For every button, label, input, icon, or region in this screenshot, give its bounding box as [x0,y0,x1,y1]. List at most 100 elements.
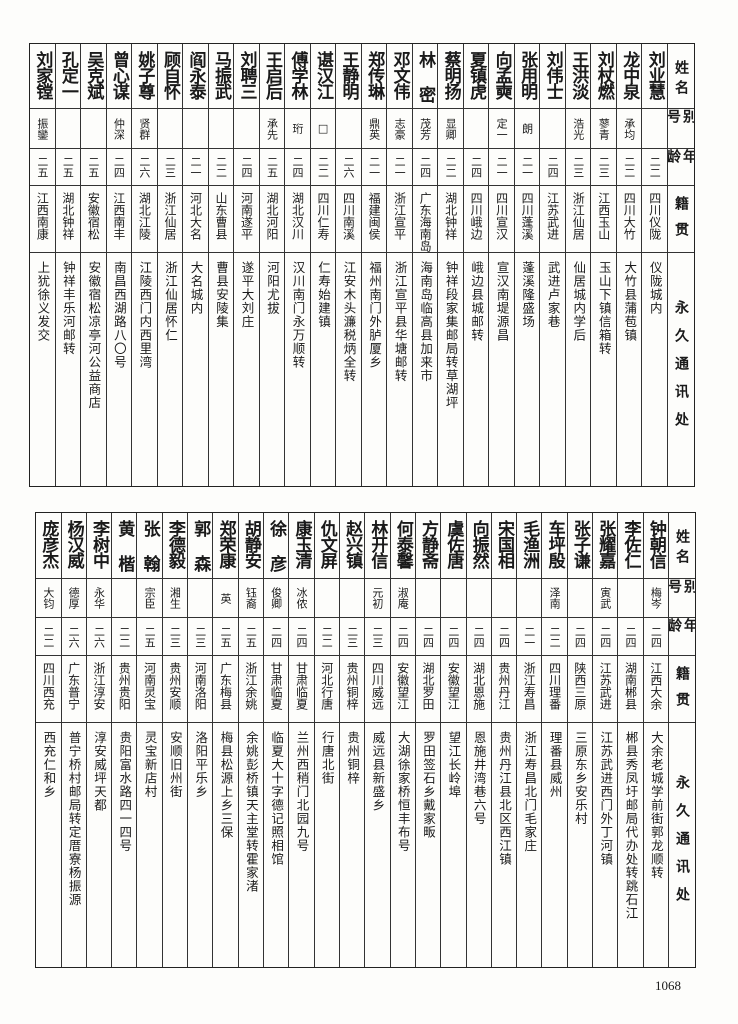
origin-text: 贵州丹江 [496,662,511,710]
address-cell: 贵阳富水路四一四号 [112,723,136,967]
age-text: 二三 [370,625,384,648]
header-name-cell: 姓名 [669,513,695,579]
origin-cell: 浙江仙居 [565,186,591,253]
name-cell: 仇文屏 [314,513,339,579]
person-column: 赵兴镇 二三 贵州铜梓 贵州铜梓 [338,513,365,967]
name-text: 林 密 [415,51,436,102]
name-cell: 蔡明扬 [438,44,463,109]
age-text: 二六 [342,156,356,178]
address-text: 浙江寿昌北门毛家庄 [522,731,538,853]
name-text: 林开信 [367,520,388,568]
name-cell: 顾自怀 [157,44,183,109]
address-text: 贵州铜梓 [345,731,361,785]
age-cell: 二四 [567,618,593,656]
address-cell: 蓬溪隆盛场 [515,253,540,486]
age-cell: 二三 [565,149,591,186]
origin-cell: 广东普宁 [61,656,86,723]
age-text: 二四 [472,625,486,648]
address-cell: 仪陇城内 [642,253,667,486]
name-cell: 向振然 [466,513,491,579]
origin-cell: 江苏武进 [593,656,618,723]
origin-text: 浙江宣平 [392,192,407,240]
header-address-cell: 永久通讯处 [668,253,694,486]
address-cell: 洛阳平乐乡 [188,723,212,967]
person-column: 徐 彦俊卿 二四 甘肃临夏 临夏大十字德记照相馆 [263,513,289,967]
age-cell: 二三 [365,618,390,656]
alias-cell: 大钧 [36,579,61,618]
alias-text: 冰侬 [294,587,308,609]
address-cell: 罗田签石乡戴家畈 [416,723,440,967]
alias-cell: 显卿 [438,109,463,149]
alias-text: 泽南 [548,587,562,609]
age-cell: 二二 [310,149,336,186]
origin-cell: 河北大名 [183,186,208,253]
origin-cell: 广东梅县 [213,656,238,723]
address-text: 遂平大刘庄 [239,261,255,329]
age-text: 二三 [168,625,182,648]
alias-text: 德厚 [67,587,81,609]
header-age-text: 年龄 [669,618,695,638]
age-cell: 二二 [36,618,61,656]
alias-cell [234,109,259,149]
origin-text: 四川蓬溪 [520,192,535,240]
origin-cell: 浙江仙居 [157,186,183,253]
alias-text: 宗臣 [143,587,157,609]
alias-cell: 珩 [285,109,310,149]
header-name-text: 姓名 [673,59,689,100]
name-text: 李德毅 [164,520,185,568]
address-cell: 威远县新盛乡 [365,723,389,967]
age-cell: 二三 [188,618,213,656]
age-cell: 二六 [61,618,86,656]
name-cell: 郑传琳 [361,44,387,109]
name-text: 马振武 [210,51,231,99]
name-cell: 林 密 [412,44,438,109]
person-column: 胡静安 钰裔 二五 浙江余姚 余姚彭桥镇天主堂转霍家渚 [237,513,263,967]
name-text: 胡静安 [240,520,261,568]
name-text: 阎永泰 [185,51,206,99]
age-cell: 二六 [86,618,112,656]
origin-cell: 福建闽侯 [361,186,387,253]
alias-text: 俊卿 [269,587,283,609]
origin-text: 四川威远 [370,662,385,710]
name-text: 宋国相 [493,520,514,568]
address-cell: 兰州西稍门北园九号 [289,723,313,967]
origin-cell: 贵州安顺 [162,656,188,723]
alias-cell: 英 [213,579,238,618]
alias-text: 茂芳 [418,117,432,140]
name-cell: 赵兴镇 [339,513,365,579]
name-cell: 何泰馨 [390,513,415,579]
person-column: 刘杖燃 蓼青 二三 江西玉山 玉山下镇信箱转 [590,44,616,486]
age-text: 二二 [320,625,334,648]
age-cell: 二五 [81,149,106,186]
address-text: 浙江仙居怀仁 [162,261,178,342]
age-cell: 二二 [112,618,137,656]
header-name-text: 姓名 [674,529,690,569]
origin-text: 广东普宁 [66,662,81,710]
alias-cell: 俊卿 [264,579,289,618]
header-origin-text: 籍贯 [674,666,690,718]
alias-cell: 承先 [259,109,285,149]
person-column: 刘业慧 二二 四川仪陇 仪陇城内 [641,44,667,486]
origin-cell: 浙江宣平 [387,186,412,253]
origin-text: 湖北钟祥 [443,192,458,240]
alias-cell: 宗臣 [137,579,162,618]
name-text: 龙中泉 [619,51,640,99]
address-text: 大名城内 [188,261,204,315]
age-text: 二四 [418,156,432,178]
name-cell: 钟朝信 [643,513,668,579]
name-text: 顾自怀 [159,51,180,99]
person-column: 郑荣康英二五 广东梅县 梅县松源上乡三保 [212,513,238,967]
origin-text: 浙江仙居 [571,192,586,240]
address-text: 仙居城内学后 [571,261,587,342]
age-text: 二四 [649,625,663,648]
address-text: 武进卢家巷 [545,261,561,329]
origin-cell: 安徽宿松 [81,186,106,253]
age-cell: 二五 [55,149,81,186]
age-cell: 二一 [361,149,387,186]
address-text: 上犹徐义发交 [35,261,51,342]
person-column: 曾心谋 仲深 二四 江西南丰 南昌西湖路八〇号 [105,44,132,486]
alias-cell [208,109,234,149]
age-text: 二六 [137,156,151,178]
age-text: 二五 [219,625,233,648]
header-origin-cell: 籍贯 [668,186,694,253]
